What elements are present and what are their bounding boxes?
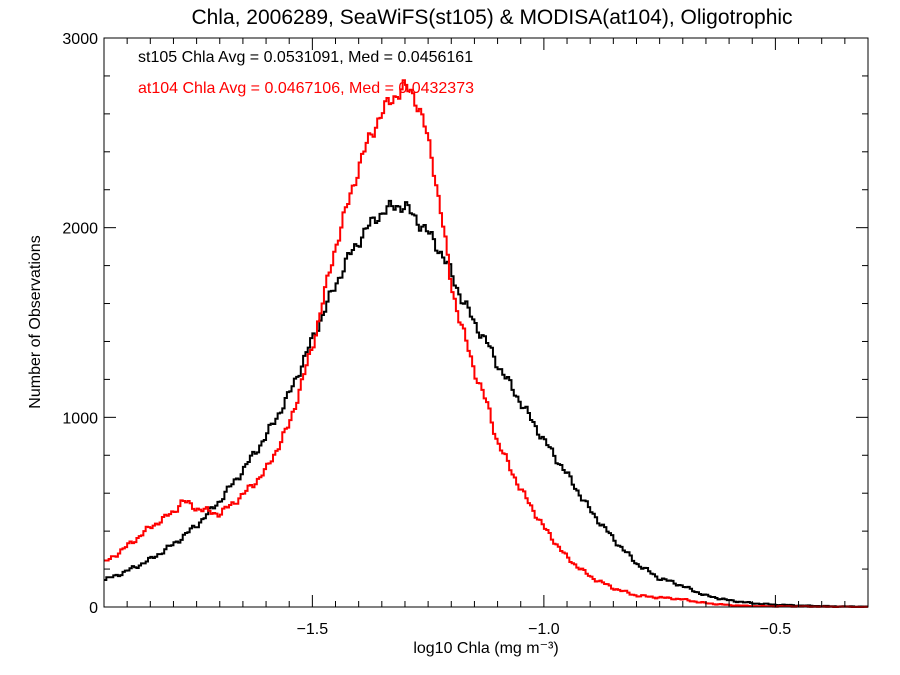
- chart-title: Chla, 2006289, SeaWiFS(st105) & MODISA(a…: [191, 6, 792, 29]
- annotation-st105-stats: st105 Chla Avg = 0.0531091, Med = 0.0456…: [138, 49, 473, 66]
- series-layer: [104, 79, 868, 608]
- x-tick-label: −1.0: [528, 621, 560, 638]
- y-tick-label: 3000: [62, 31, 98, 48]
- y-axis-label: Number of Observations: [27, 235, 44, 408]
- plot-frame: [103, 37, 869, 608]
- series-line-0: [104, 199, 868, 608]
- x-axis-label: log10 Chla (mg m⁻³): [413, 640, 558, 657]
- x-tick-label: −1.5: [297, 621, 329, 638]
- x-tick-label: −0.5: [760, 621, 792, 638]
- tick-layer: −1.5 −1.0 −0.5 0 1000 2000 3000: [62, 31, 869, 638]
- y-tick-label: 1000: [62, 410, 98, 427]
- y-tick-label: 0: [89, 600, 98, 617]
- annotation-at104-stats: at104 Chla Avg = 0.0467106, Med = 0.0432…: [138, 80, 474, 97]
- series-line-1: [104, 79, 868, 608]
- y-tick-label: 2000: [62, 221, 98, 238]
